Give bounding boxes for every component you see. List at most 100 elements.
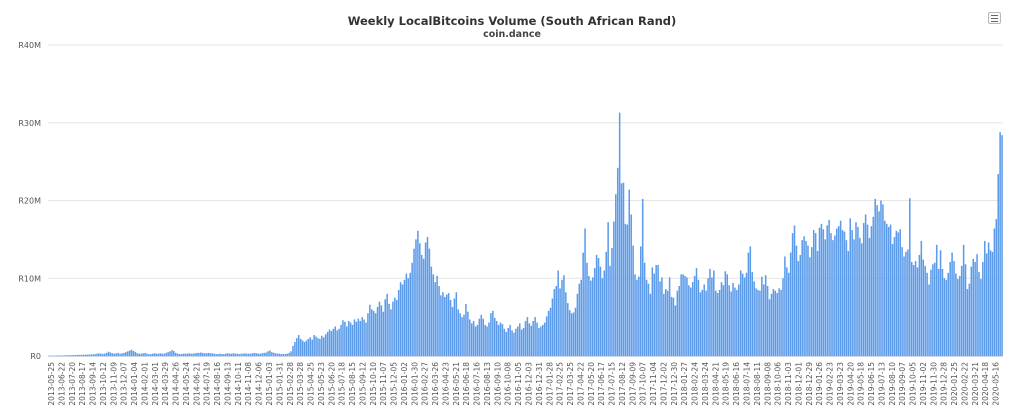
- bar: [96, 353, 98, 356]
- bar: [328, 329, 331, 356]
- bar: [709, 268, 711, 356]
- bar: [711, 277, 713, 356]
- x-tick-label: 2020-03-21: [971, 362, 980, 406]
- bar: [653, 273, 656, 356]
- bar: [311, 339, 313, 356]
- bar: [705, 290, 707, 356]
- bar: [536, 322, 538, 356]
- bar: [334, 326, 337, 356]
- bar: [461, 317, 463, 357]
- bar: [417, 230, 419, 356]
- bar: [730, 291, 732, 356]
- bar: [851, 230, 853, 356]
- bar: [657, 265, 659, 356]
- bar: [376, 307, 379, 356]
- x-tick-label: 2019-02-23: [826, 362, 835, 406]
- bar: [836, 228, 838, 356]
- bar: [593, 268, 596, 356]
- bar: [53, 355, 56, 357]
- bar: [588, 275, 590, 356]
- bar: [891, 244, 894, 356]
- bar: [674, 305, 677, 356]
- bar: [355, 321, 358, 356]
- bar: [457, 309, 460, 356]
- bar: [155, 353, 158, 356]
- bar: [649, 293, 652, 356]
- bar: [319, 338, 321, 356]
- bar: [978, 272, 980, 356]
- bar: [816, 251, 819, 356]
- x-tick-label: 2019-03-23: [836, 362, 845, 406]
- bar: [182, 353, 185, 356]
- bar: [100, 353, 102, 356]
- bar: [130, 349, 133, 356]
- bar: [125, 352, 127, 356]
- bar: [947, 272, 950, 356]
- bar: [351, 324, 354, 356]
- bar: [157, 353, 160, 356]
- bar: [420, 254, 423, 356]
- bar: [77, 354, 79, 356]
- bar: [743, 277, 746, 356]
- bar: [824, 239, 827, 357]
- bar: [503, 328, 506, 356]
- bar: [640, 246, 642, 356]
- bar: [90, 354, 93, 356]
- bar: [955, 273, 957, 356]
- bar: [338, 328, 340, 356]
- bar: [843, 231, 846, 356]
- bar: [636, 279, 638, 356]
- bar: [628, 189, 631, 356]
- x-tick-label: 2015-11-07: [379, 362, 388, 406]
- bar: [761, 276, 763, 356]
- bar: [885, 223, 888, 356]
- bar: [641, 198, 644, 356]
- bar: [962, 244, 965, 356]
- bar: [811, 247, 813, 356]
- bar: [553, 289, 556, 356]
- x-tick-label: 2014-10-11: [234, 362, 243, 406]
- bar: [371, 309, 373, 356]
- bar: [403, 279, 406, 356]
- bar: [839, 220, 842, 356]
- x-tick-label: 2015-05-23: [317, 362, 326, 406]
- bar: [905, 251, 907, 356]
- bar: [244, 353, 246, 356]
- bar: [276, 353, 279, 356]
- x-tick-label: 2019-11-30: [929, 362, 938, 406]
- bar: [605, 251, 607, 356]
- bar: [661, 277, 663, 356]
- bar: [864, 214, 867, 356]
- x-tick-label: 2015-01-03: [265, 362, 274, 406]
- bar: [292, 345, 294, 356]
- menu-line-icon: [991, 18, 998, 19]
- bar: [703, 284, 705, 356]
- bar: [269, 350, 271, 356]
- chart-menu-button[interactable]: [988, 12, 1001, 24]
- bar: [845, 240, 848, 356]
- bar: [119, 353, 121, 356]
- bar: [223, 354, 225, 356]
- bar: [115, 353, 117, 356]
- bar: [444, 296, 446, 356]
- bar: [557, 270, 559, 356]
- bar: [465, 303, 467, 356]
- bar: [196, 352, 198, 356]
- bar: [926, 272, 928, 356]
- bar: [413, 248, 415, 356]
- bar: [584, 228, 586, 356]
- x-tick-label: 2017-07-15: [608, 362, 617, 406]
- bar: [213, 353, 215, 356]
- bar: [71, 355, 73, 356]
- bar: [163, 353, 166, 356]
- bar: [407, 278, 410, 356]
- bar: [901, 247, 903, 356]
- bar: [361, 317, 363, 357]
- bar: [101, 353, 104, 356]
- bar: [568, 310, 571, 356]
- bar: [80, 354, 83, 356]
- x-tick-label: 2016-12-31: [535, 362, 544, 406]
- bar: [615, 194, 617, 356]
- bar: [305, 340, 308, 356]
- bar: [384, 299, 386, 356]
